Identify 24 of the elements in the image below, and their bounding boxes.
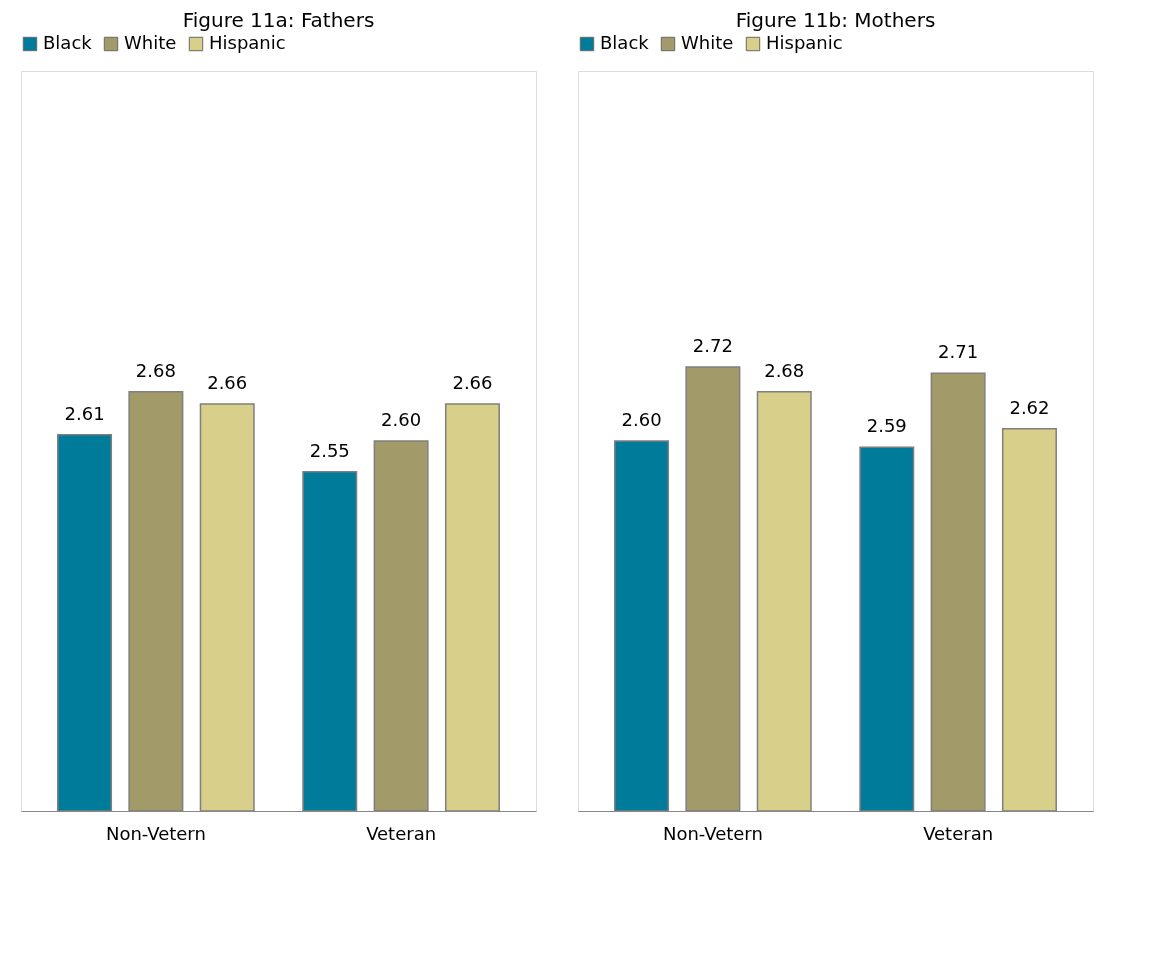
data-label: 2.68 xyxy=(764,359,805,381)
data-label: 2.60 xyxy=(621,409,662,430)
data-label: 2.59 xyxy=(866,415,907,437)
x-tick-label: Non-Vetern xyxy=(105,822,206,844)
data-label: 2.62 xyxy=(1009,396,1050,418)
data-label: 2.66 xyxy=(207,372,248,393)
x-tick-label: Veteran xyxy=(366,822,437,844)
x-tick-label: Non-Vetern xyxy=(662,822,763,844)
legend-label: White xyxy=(124,32,177,53)
data-label: 2.68 xyxy=(135,359,176,381)
legend-label: Hispanic xyxy=(766,32,843,53)
legend-label: Black xyxy=(43,32,93,53)
x-tick-label: Veteran xyxy=(923,822,994,844)
data-label: 2.60 xyxy=(381,409,422,430)
data-label: 2.66 xyxy=(452,372,493,393)
data-label: 2.61 xyxy=(64,402,105,424)
chart-title: Figure 11a: Fathers xyxy=(182,8,375,32)
legend-label: Black xyxy=(600,32,650,53)
legend-label: White xyxy=(681,32,734,53)
legend-label: Hispanic xyxy=(209,32,286,53)
data-label: 2.71 xyxy=(938,341,979,363)
data-label: 2.72 xyxy=(692,335,733,356)
data-label: 2.55 xyxy=(309,439,350,461)
chart-title: Figure 11b: Mothers xyxy=(735,8,936,32)
